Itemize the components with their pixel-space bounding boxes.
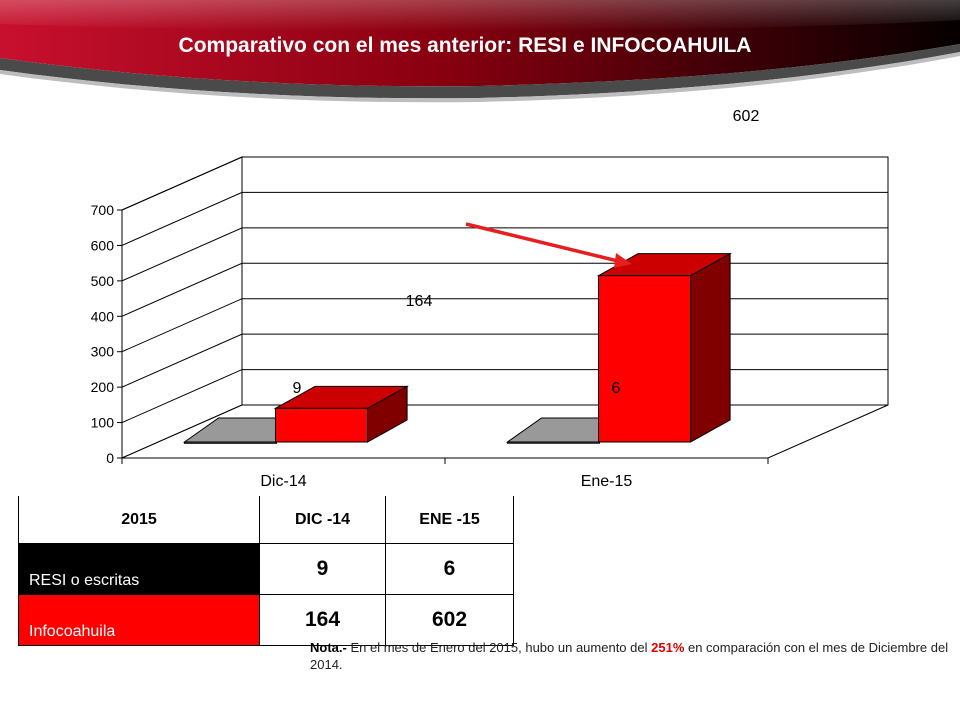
x-axis-labels: Dic-14 Ene-15 (260, 473, 632, 490)
y-tick-label: 0 (106, 450, 114, 466)
data-labels: 9 6 164 602 (293, 108, 760, 397)
bar-infocoahuila-side (690, 252, 731, 443)
note-text-before: En el mes de Enero del 2015, hubo un aum… (346, 640, 652, 655)
note-prefix: Nota.- (310, 640, 347, 655)
cell-resi-ene: 6 (385, 543, 514, 595)
x-tick-label: Dic-14 (260, 473, 306, 490)
cell-info-dic: 164 (259, 594, 386, 646)
y-tick-label: 500 (91, 273, 115, 289)
gridline (121, 227, 888, 282)
gridline (121, 156, 888, 211)
comparison-table: 2015 DIC -14 ENE -15 RESI o escritas 9 6… (18, 496, 514, 646)
cell-resi-dic: 9 (259, 543, 386, 595)
chart-back-wall (241, 156, 889, 406)
table-header-dic: DIC -14 (259, 496, 386, 544)
cell-info-ene: 602 (385, 594, 514, 646)
bar-infocoahuila-front (598, 275, 691, 443)
slide-title: Comparativo con el mes anterior: RESI e … (178, 34, 752, 57)
y-tick-label: 400 (91, 308, 115, 324)
y-tick-label: 300 (91, 344, 115, 360)
footnote: Nota.- En el mes de Enero del 2015, hubo… (310, 639, 950, 673)
trend-arrow (465, 222, 632, 268)
table-header-ene: ENE -15 (385, 496, 514, 544)
table-row: Infocoahuila 164 602 (18, 594, 514, 646)
row-label-resi: RESI o escritas (18, 543, 260, 595)
y-tick-label: 600 (91, 237, 115, 253)
chart-bars (182, 252, 733, 444)
note-percent: 251% (651, 640, 685, 655)
data-label: 6 (612, 380, 621, 397)
data-label: 602 (733, 108, 760, 125)
y-tick-label: 200 (91, 379, 115, 395)
data-label: 9 (293, 380, 302, 397)
header-banner (0, 0, 960, 103)
data-label: 164 (406, 293, 433, 310)
table-header-row: 2015 DIC -14 ENE -15 (18, 496, 514, 544)
table-row: RESI o escritas 9 6 (18, 543, 514, 595)
y-tick-label: 700 (91, 202, 115, 218)
row-label-infocoahuila: Infocoahuila (18, 594, 260, 646)
bar-infocoahuila-front (275, 407, 368, 443)
x-tick-label: Ene-15 (581, 473, 633, 490)
bar-resi-front (507, 441, 600, 444)
bar-resi-front (184, 441, 277, 444)
note-text-after: en comparación con el mes de Diciembre d… (310, 640, 949, 672)
gridline (121, 191, 888, 246)
table-header-year: 2015 (18, 496, 260, 544)
bar-chart: 0 100 200 300 400 500 600 700 Dic-14 Ene-15 9 6 16… (91, 108, 889, 490)
y-tick-label: 100 (91, 415, 115, 431)
y-axis-ticks: 0 100 200 300 400 500 600 700 (91, 202, 122, 466)
